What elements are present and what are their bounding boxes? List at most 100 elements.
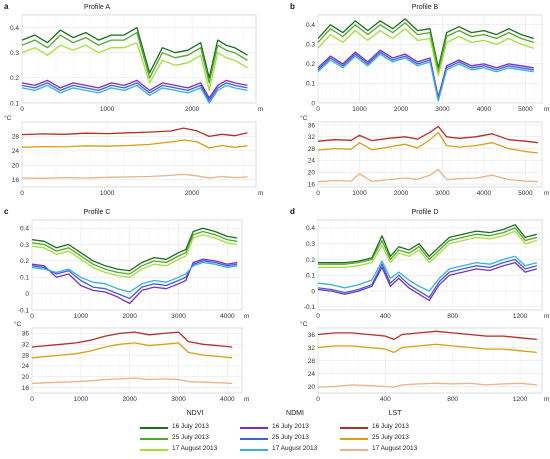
x-tick-label: 0: [30, 313, 34, 320]
x-tick-label: 0: [20, 190, 24, 197]
legend-label: 25 July 2013: [372, 434, 409, 441]
series-line-ndmi: [317, 258, 538, 299]
legend-entry: 16 July 2013: [240, 423, 380, 433]
legend-label: 25 July 2013: [172, 434, 209, 441]
panel-title: Profile B: [412, 4, 439, 11]
y-tick-label: 0.3: [306, 241, 315, 248]
y-tick-label: 0.2: [10, 75, 19, 82]
x-tick-label: 0: [316, 313, 320, 320]
y-tick-label: 0.1: [306, 81, 315, 88]
x-tick-label: 0: [20, 106, 24, 113]
series-line-ndvi: [318, 227, 538, 265]
series-line-ndmi: [317, 49, 534, 98]
series-line-ndvi: [31, 230, 238, 275]
panel-b: b Profile B 0 0.1 0.2 0.3 0.4 0 1000 2000 3000 4000…: [290, 2, 549, 197]
x-tick-label: 5000: [518, 106, 533, 113]
y-tick-label: 0.2: [306, 61, 315, 68]
index-plot: -0.100.10.20.30.40 1000 2000 3000 4000 m: [18, 219, 249, 320]
series-line-lst: [317, 125, 538, 144]
x-unit-label: m: [244, 396, 249, 403]
index-plot: -0.100.10.20.30.40 400 800 1200 m: [304, 219, 549, 320]
series-line-ndvi: [318, 224, 538, 264]
x-unit-label: m: [544, 313, 549, 320]
x-unit-label: m: [544, 106, 549, 113]
series-line-lst: [21, 139, 248, 149]
x-tick-label: 2000: [122, 396, 137, 403]
legend-entry: 16 July 2013: [140, 423, 280, 433]
panel-letter: b: [290, 2, 295, 11]
y-tick-label: 32: [308, 134, 316, 141]
series-line-ndmi: [21, 79, 248, 99]
series-line-ndvi: [317, 18, 534, 69]
panel-d: d Profile D-0.100.10.20.30.40 400 800 1200 m2…: [290, 207, 549, 403]
legend-swatch: [340, 427, 368, 429]
y-tick-label: 16: [22, 385, 30, 392]
y-tick-label: 0: [25, 291, 29, 298]
x-tick-label: 1000: [100, 190, 115, 197]
legend-swatch: [140, 449, 168, 451]
legend-label: 25 July 2013: [272, 434, 309, 441]
x-tick-label: 4000: [220, 396, 235, 403]
legend-swatch: [240, 438, 268, 440]
y-tick-label: 0.3: [10, 50, 19, 57]
x-tick-label: 0: [316, 190, 320, 197]
plot-area: [21, 14, 257, 104]
x-tick-label: 1000: [352, 190, 367, 197]
legend-swatch: [240, 449, 268, 451]
series-line-lst: [31, 331, 233, 348]
y-tick-label: 28: [308, 358, 316, 365]
x-tick-label: 400: [380, 313, 391, 320]
series-line-ndvi: [21, 42, 248, 92]
y-tick-label: 24: [308, 371, 316, 378]
legend-swatch: [240, 427, 268, 429]
x-tick-label: 1000: [74, 396, 89, 403]
plot-area: [31, 327, 243, 394]
x-tick-label: 2000: [394, 106, 409, 113]
x-tick-label: 1000: [100, 106, 115, 113]
legend-entry: 17 August 2013: [340, 445, 480, 455]
series-line-ndvi: [21, 26, 248, 79]
y-tick-label: 36: [308, 332, 316, 339]
y-tick-label: 24: [22, 363, 30, 370]
series-line-ndvi: [318, 230, 538, 269]
lst-plot: 16 20 24 28 32 36 0 1000 2000 3000 4000 5000 m °C: [300, 114, 549, 197]
series-line-ndvi: [31, 234, 238, 278]
x-tick-label: 800: [447, 396, 458, 403]
x-tick-label: 0: [316, 106, 320, 113]
y-tick-label: 24: [308, 158, 316, 165]
series-line-ndmi: [317, 53, 534, 102]
y-tick-label: 0.3: [306, 42, 315, 49]
index-plot: 0.1 0.2 0.3 0.4 0 1000 2000 m: [10, 14, 263, 113]
y-tick-label: -0.1: [18, 307, 30, 314]
legend-entry: 16 July 2013: [340, 423, 480, 433]
y-tick-label: 16: [308, 181, 316, 188]
legend-label: 16 July 2013: [372, 423, 409, 430]
y-tick-label: 0: [311, 100, 315, 107]
legend-entry: 25 July 2013: [140, 434, 280, 444]
x-tick-label: 0: [30, 396, 34, 403]
y-unit-label: °C: [4, 114, 12, 122]
x-tick-label: 0: [316, 396, 320, 403]
x-tick-label: 2000: [185, 190, 200, 197]
x-tick-label: 4000: [477, 190, 492, 197]
y-unit-label: °C: [300, 320, 308, 328]
series-line-ndmi: [317, 255, 538, 292]
series-line-lst: [21, 173, 248, 179]
legend-entry: 25 July 2013: [240, 434, 380, 444]
legend-entry: 17 August 2013: [140, 445, 280, 455]
legend-label: 16 July 2013: [272, 423, 309, 430]
lst-plot: 16 20 24 28 0 1000 2000 m °C: [4, 114, 263, 197]
x-tick-label: 800: [447, 313, 458, 320]
y-tick-label: 0.3: [20, 242, 29, 249]
legend-title-lst: LST: [388, 410, 402, 417]
legend-label: 17 August 2013: [172, 445, 218, 452]
x-unit-label: m: [244, 313, 249, 320]
panel-title: Profile C: [84, 209, 111, 216]
legend-swatch: [340, 449, 368, 451]
y-tick-label: 0.4: [306, 22, 315, 29]
legend-swatch: [140, 438, 168, 440]
y-tick-label: 0: [311, 288, 315, 295]
y-tick-label: 0.1: [306, 273, 315, 280]
series-line-ndvi: [317, 22, 534, 73]
x-tick-label: 3000: [435, 190, 450, 197]
